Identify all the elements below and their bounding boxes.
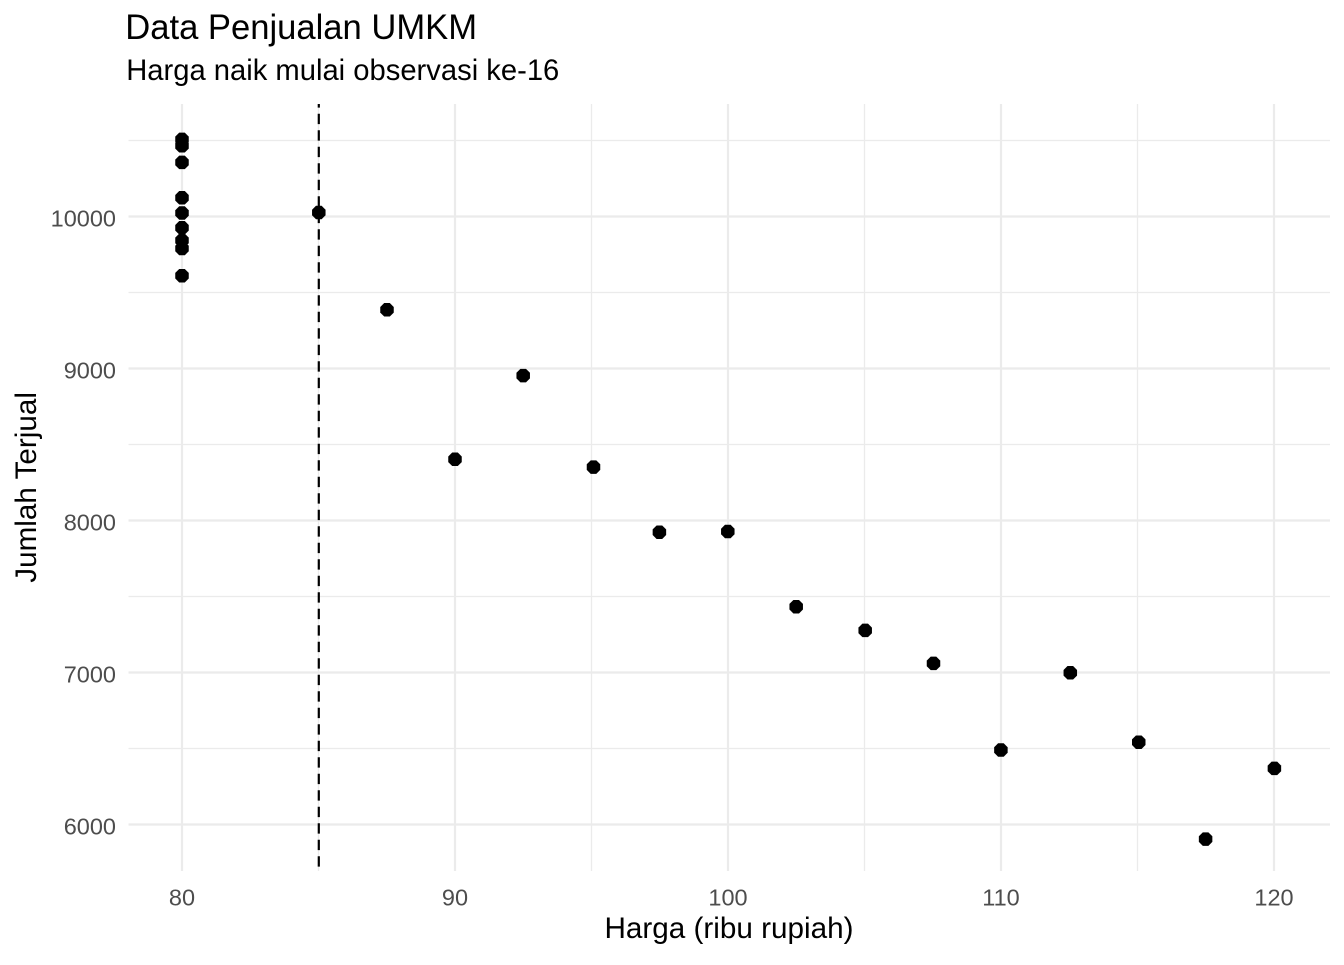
svg-text:Jumlah Terjual: Jumlah Terjual — [10, 392, 43, 583]
svg-text:Harga (ribu rupiah): Harga (ribu rupiah) — [605, 912, 854, 945]
svg-text:9000: 9000 — [64, 358, 116, 384]
svg-text:6000: 6000 — [64, 814, 116, 840]
svg-text:10000: 10000 — [51, 206, 116, 232]
svg-text:8000: 8000 — [64, 510, 116, 536]
svg-text:110: 110 — [982, 885, 1019, 911]
svg-text:100: 100 — [708, 885, 747, 911]
svg-text:Harga naik mulai observasi ke-: Harga naik mulai observasi ke-16 — [126, 54, 559, 87]
svg-text:120: 120 — [1254, 885, 1293, 911]
svg-text:Data Penjualan UMKM: Data Penjualan UMKM — [125, 8, 477, 47]
svg-text:7000: 7000 — [64, 662, 116, 688]
svg-text:90: 90 — [442, 885, 468, 911]
svg-text:80: 80 — [169, 885, 195, 911]
